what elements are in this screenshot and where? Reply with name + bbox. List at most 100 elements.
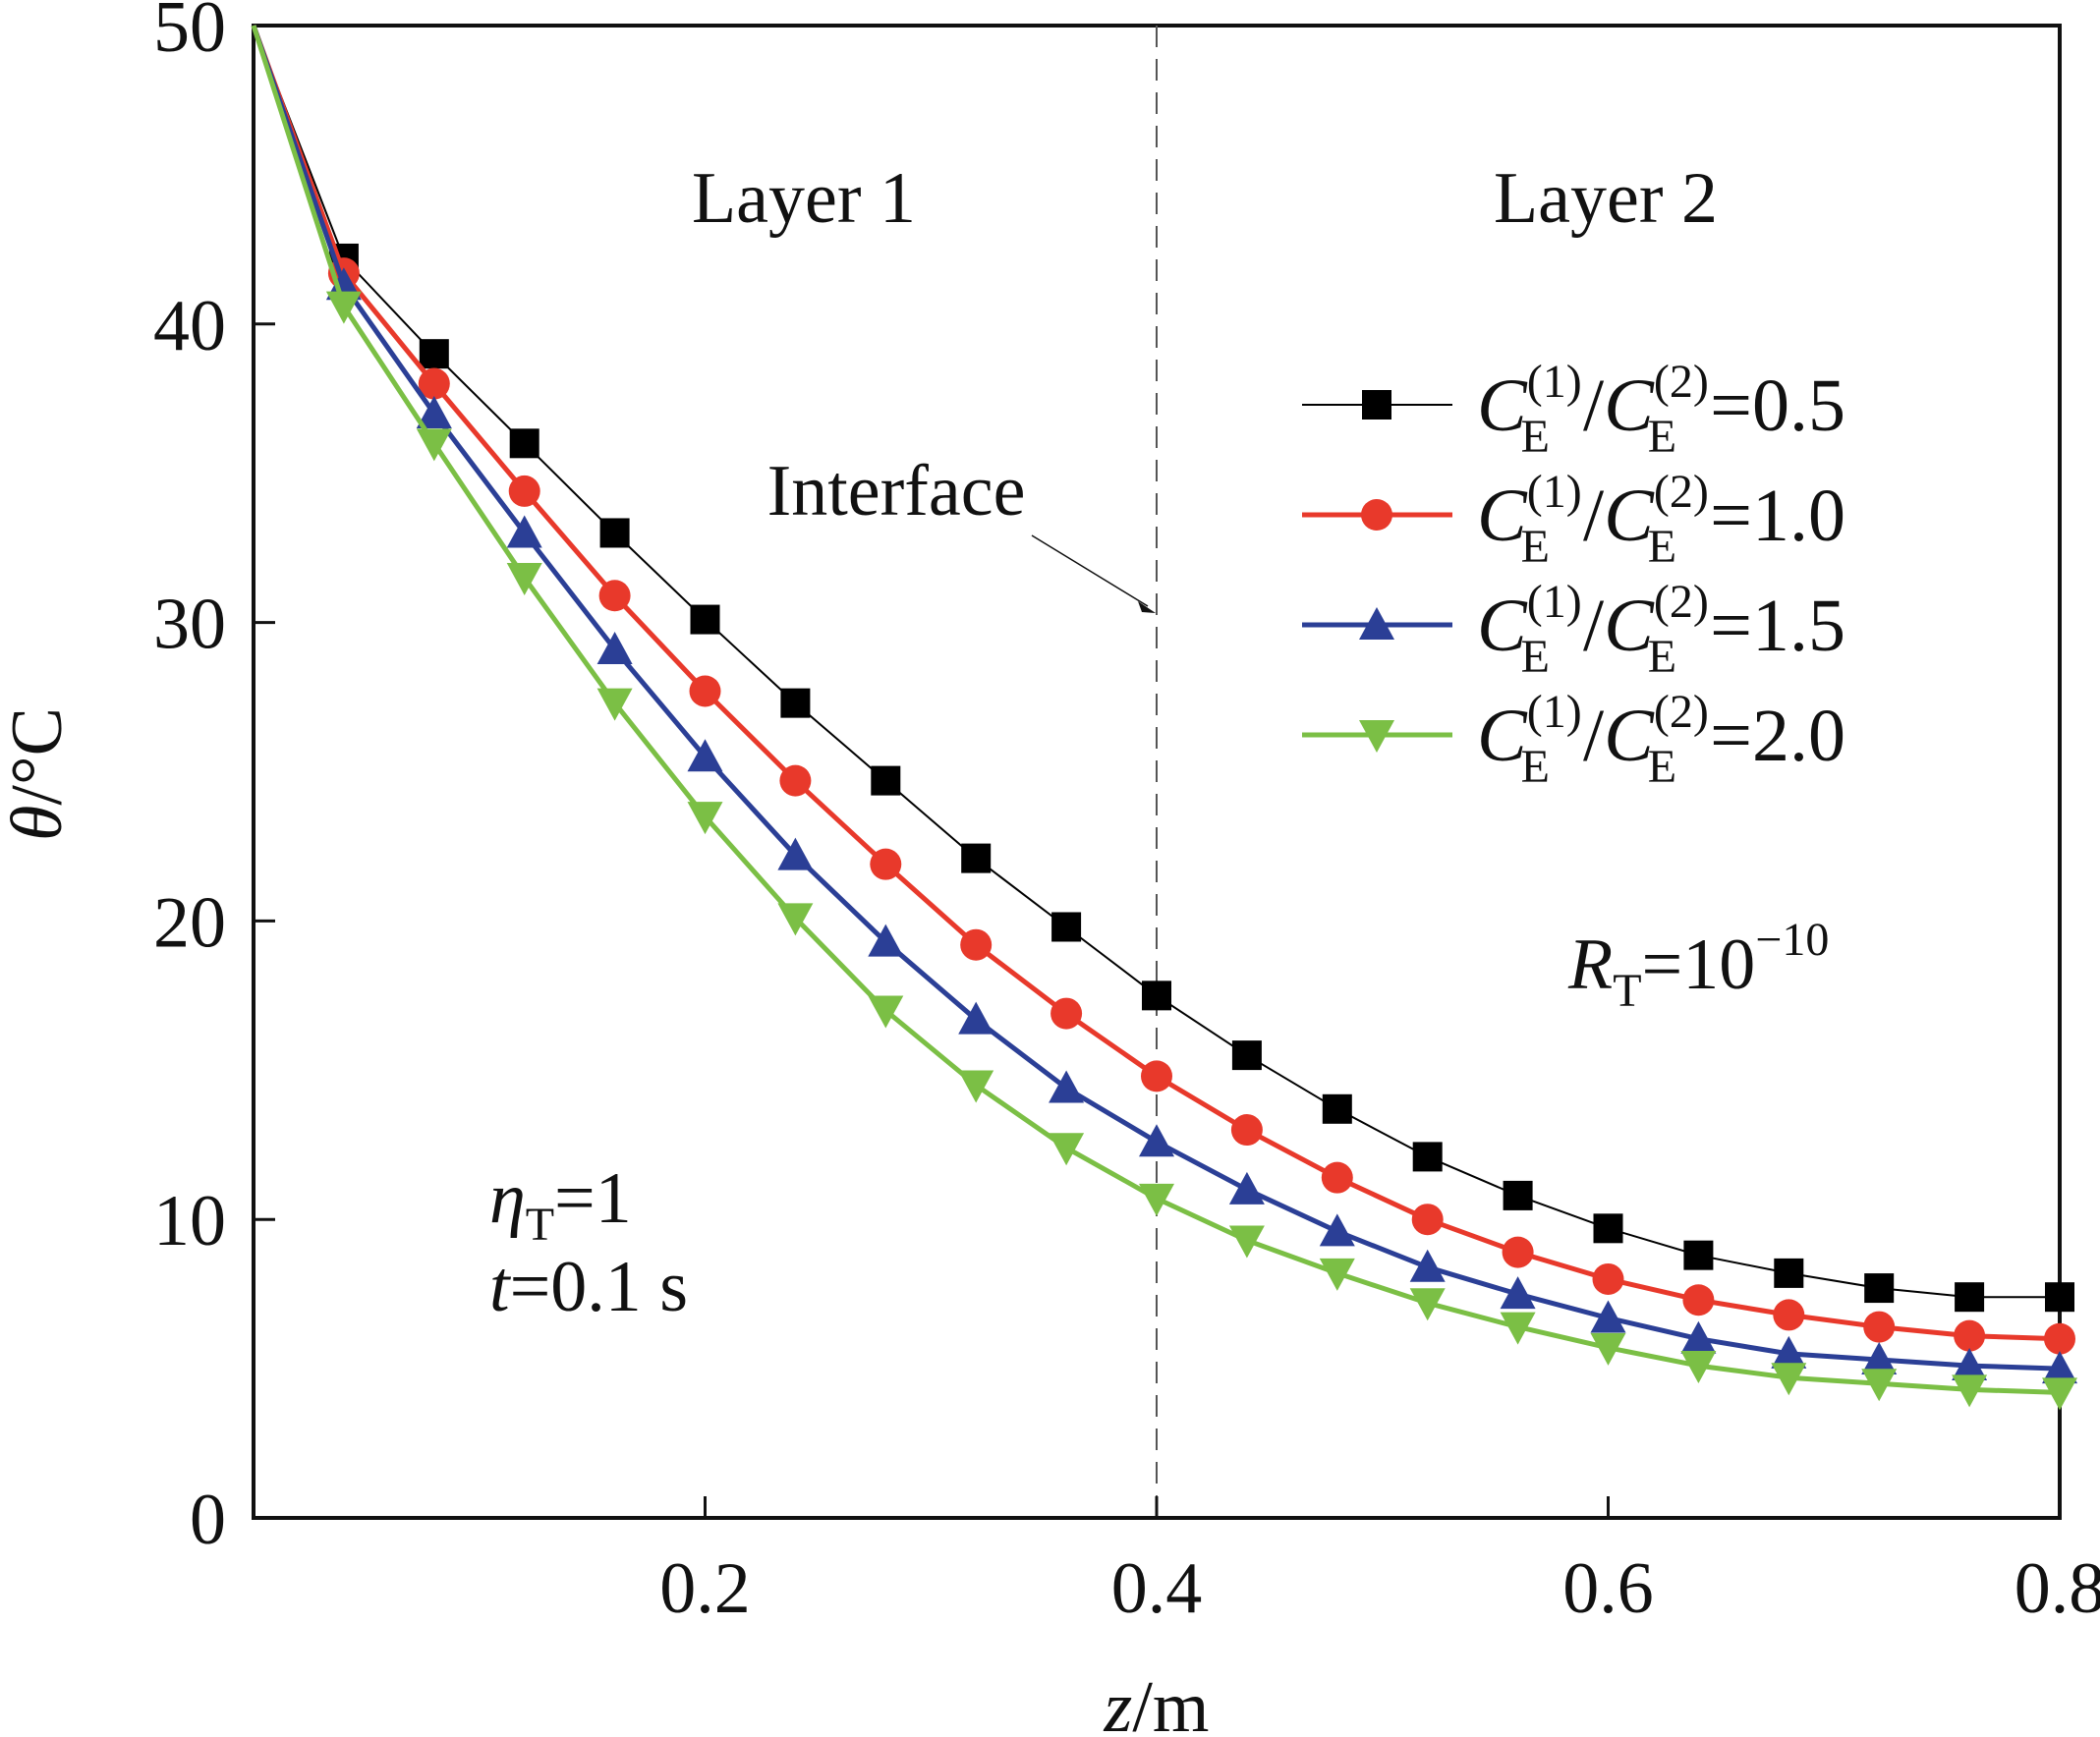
data-point <box>325 291 362 324</box>
data-point <box>2044 1322 2075 1355</box>
y-tick-label: 50 <box>153 0 226 68</box>
legend-label: C(1) E/C(2) E =0.5 <box>1477 356 1845 463</box>
legend-item-2: C(1) E/C(2) E =1.5 <box>1302 576 1845 683</box>
legend-label-part: E <box>1521 631 1550 683</box>
data-point <box>1952 1348 1988 1381</box>
rt-rest: =10 <box>1642 925 1756 1005</box>
legend-label-part: C <box>1477 364 1528 447</box>
data-point <box>1051 912 1082 942</box>
legend-item-3: C(1) E/C(2) E =2.0 <box>1302 686 1845 793</box>
series-0 <box>253 25 2074 1313</box>
x-tick-label: 0.2 <box>659 1548 751 1629</box>
data-point <box>1590 1300 1626 1333</box>
data-point <box>1680 1351 1717 1384</box>
data-point <box>1228 1225 1265 1259</box>
data-point <box>868 995 904 1029</box>
data-point <box>2042 1377 2077 1411</box>
y-tick-label: 10 <box>153 1181 226 1261</box>
data-point <box>596 688 633 721</box>
layer2-label: Layer 2 <box>1494 158 1718 239</box>
rt-sub: T <box>1613 965 1641 1017</box>
time-label: t=0.1 s <box>489 1247 688 1327</box>
data-point <box>689 675 721 707</box>
eta-sym: η <box>489 1158 526 1239</box>
data-point <box>1411 1204 1444 1236</box>
legend-label-part: E <box>1648 631 1676 683</box>
data-point <box>1861 1369 1898 1402</box>
legend-label-part: (2) <box>1654 686 1709 738</box>
axis-ticks: 0.2 0.4 0.6 0.8 0 10 20 30 40 50 <box>153 0 2100 1629</box>
data-point <box>1682 1284 1715 1317</box>
x-axis-unit: /m <box>1132 1667 1209 1737</box>
x-tick-label: 0.6 <box>1562 1548 1654 1629</box>
legend: C(1) E/C(2) E =0.5C(1) E/C(2) E =1.0C(1) E/C(2)… <box>1302 356 1845 793</box>
legend-label-part: (2) <box>1654 576 1709 628</box>
data-point <box>1954 1319 1986 1352</box>
legend-label: C(1) E/C(2) E =2.0 <box>1477 686 1845 793</box>
data-point <box>509 428 539 459</box>
data-point <box>418 367 450 400</box>
data-point <box>779 764 812 797</box>
layer1-label: Layer 1 <box>692 158 916 239</box>
data-point <box>1955 1282 1985 1313</box>
data-point <box>1502 1236 1534 1268</box>
data-point <box>1683 1240 1714 1270</box>
data-point <box>777 837 814 870</box>
data-point <box>598 580 631 612</box>
data-point <box>2045 1282 2074 1313</box>
x-tick-label: 0.8 <box>2015 1548 2100 1629</box>
data-point <box>2042 1351 2077 1384</box>
time-rest: =0.1 s <box>510 1247 689 1327</box>
legend-label: C(1) E/C(2) E =1.5 <box>1477 576 1845 683</box>
data-point <box>506 563 542 596</box>
legend-label-part: (1) <box>1527 356 1582 408</box>
data-point <box>1050 997 1083 1030</box>
data-point <box>958 1001 994 1035</box>
legend-label-part: / <box>1583 695 1605 777</box>
eta-rest: =1 <box>554 1158 632 1239</box>
time-sym: t <box>489 1247 512 1327</box>
rt-label: RT=10−10 <box>1567 914 1829 1017</box>
data-point <box>961 843 992 873</box>
data-point <box>1141 1060 1172 1093</box>
interface-label: Interface <box>767 451 1026 532</box>
data-point <box>777 903 814 936</box>
legend-label-part: (1) <box>1527 686 1582 738</box>
data-point <box>1322 1093 1352 1124</box>
legend-label-part: (1) <box>1527 466 1582 518</box>
y-tick-label: 20 <box>153 882 226 963</box>
data-point <box>1139 1124 1174 1157</box>
legend-marker <box>1359 720 1394 753</box>
data-point <box>1409 1288 1446 1321</box>
data-point <box>1863 1311 1896 1343</box>
data-point <box>1139 1183 1174 1216</box>
eta-sub: T <box>526 1199 554 1251</box>
y-axis-var: θ <box>0 806 78 841</box>
legend-marker <box>1361 499 1392 531</box>
legend-label-part: E <box>1648 521 1676 573</box>
data-point <box>1500 1276 1536 1310</box>
legend-label-part: E <box>1521 521 1550 573</box>
interface-pointer-head <box>1138 601 1156 613</box>
legend-label-part: (2) <box>1654 466 1709 518</box>
data-point <box>1503 1180 1533 1210</box>
data-point <box>1773 1299 1805 1331</box>
data-point <box>1680 1320 1717 1354</box>
data-point <box>1771 1363 1807 1396</box>
y-axis-title: θ/°C <box>0 707 78 841</box>
data-point <box>1142 981 1171 1011</box>
data-point <box>419 339 449 369</box>
legend-label-part: C <box>1477 585 1528 667</box>
legend-label-part: =1.5 <box>1710 585 1845 667</box>
data-point <box>1319 1213 1355 1247</box>
legend-label-part: E <box>1521 411 1550 463</box>
data-point <box>687 739 723 772</box>
data-point <box>1774 1258 1804 1288</box>
data-point <box>1593 1213 1623 1244</box>
x-axis-title: z/m <box>1104 1667 1210 1737</box>
legend-label-part: / <box>1583 364 1605 447</box>
data-point <box>1412 1142 1443 1172</box>
legend-label-part: E <box>1521 741 1550 793</box>
data-point <box>416 428 452 462</box>
